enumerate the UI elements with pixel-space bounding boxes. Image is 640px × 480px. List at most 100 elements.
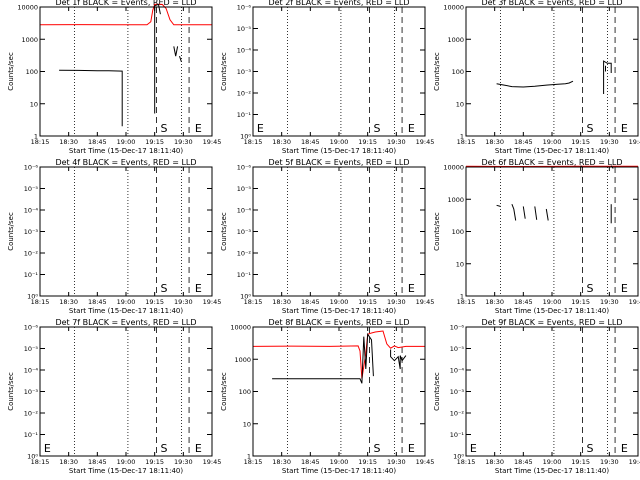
panel-title: Det 4f BLACK = Events, RED = LLD (55, 158, 196, 167)
y-tick-label: 10⁻⁶ (450, 324, 465, 332)
x-tick-label: 18:30 (485, 298, 504, 306)
events-series-line (179, 55, 182, 62)
x-tick-label: 19:30 (600, 138, 619, 146)
x-axis-label: Start Time (15-Dec-17 18:11:40) (69, 147, 183, 155)
x-tick-label: 18:45 (301, 298, 320, 306)
x-tick-label: 18:45 (301, 138, 320, 146)
y-tick-label: 100 (26, 68, 38, 76)
lld-series-line (252, 330, 425, 379)
end-marker: E (44, 442, 51, 455)
y-tick-label: 10⁰ (27, 453, 38, 461)
start-marker: S (373, 122, 380, 135)
y-tick-label: 10⁰ (27, 293, 38, 301)
y-tick-label: 1000 (234, 356, 251, 364)
x-axis-label: Start Time (15-Dec-17 18:11:40) (282, 467, 396, 475)
panel-title: Det 5f BLACK = Events, RED = LLD (268, 158, 409, 167)
y-tick-label: 10⁻⁵ (24, 185, 39, 193)
detector-panel-5: Det 5f BLACK = Events, RED = LLD 18:15 18:… (220, 158, 434, 315)
x-axis-label: Start Time (15-Dec-17 18:11:40) (495, 467, 609, 475)
y-tick-label: 10⁻² (450, 410, 465, 418)
x-tick-label: 19:00 (117, 138, 136, 146)
events-series-line (154, 3, 161, 114)
y-tick-label: 10000 (17, 4, 38, 12)
y-tick-label: 10⁻⁴ (450, 367, 465, 375)
x-tick-label: 19:00 (543, 298, 562, 306)
y-tick-label: 1000 (447, 196, 464, 204)
events-series-line (272, 332, 374, 384)
y-tick-label: 10⁻⁵ (237, 185, 252, 193)
x-tick-label: 18:30 (59, 138, 78, 146)
x-tick-label: 19:45 (629, 298, 640, 306)
detector-panel-2: Det 2f BLACK = Events, RED = LLD 18:15 18:… (220, 0, 434, 155)
x-tick-label: 19:45 (416, 138, 435, 146)
y-axis-label: Counts/sec (433, 52, 441, 91)
x-tick-label: 19:45 (416, 458, 435, 466)
x-tick-label: 18:30 (59, 298, 78, 306)
x-tick-label: 19:15 (571, 298, 590, 306)
y-axis-label: Counts/sec (220, 372, 228, 411)
y-tick-label: 1 (460, 293, 464, 301)
x-axis-label: Start Time (15-Dec-17 18:11:40) (69, 467, 183, 475)
panel-title: Det 6f BLACK = Events, RED = LLD (481, 158, 622, 167)
x-tick-label: 18:30 (59, 458, 78, 466)
start-marker: S (373, 282, 380, 295)
panel-title: Det 1f BLACK = Events, RED = LLD (55, 0, 196, 7)
y-tick-label: 10⁻⁵ (450, 345, 465, 353)
y-tick-label: 10⁻⁴ (237, 207, 252, 215)
events-series-line (496, 204, 501, 207)
x-tick-label: 19:15 (571, 138, 590, 146)
end-marker: E (195, 282, 202, 295)
end-marker: E (195, 442, 202, 455)
x-tick-label: 19:30 (387, 298, 406, 306)
x-tick-label: 19:00 (117, 458, 136, 466)
y-tick-label: 10⁰ (240, 133, 251, 141)
y-tick-label: 10⁻³ (24, 228, 39, 236)
events-series-line (522, 206, 526, 219)
y-tick-label: 10⁻⁶ (24, 164, 39, 172)
x-axis-label: Start Time (15-Dec-17 18:11:40) (282, 147, 396, 155)
end-marker: E (408, 282, 415, 295)
detector-panel-6: Det 6f BLACK = Events, RED = LLD 18:15 18:… (433, 158, 640, 315)
x-tick-label: 19:15 (571, 458, 590, 466)
y-tick-label: 1 (460, 133, 464, 141)
events-series-line (534, 206, 538, 220)
y-tick-label: 10⁻³ (237, 68, 252, 76)
end-marker: E (195, 122, 202, 135)
x-tick-label: 19:30 (387, 138, 406, 146)
start-marker: S (160, 282, 167, 295)
y-tick-label: 10⁻¹ (237, 111, 252, 119)
y-axis-label: Counts/sec (433, 372, 441, 411)
x-tick-label: 18:45 (88, 298, 107, 306)
x-tick-label: 19:30 (174, 458, 193, 466)
start-marker: S (586, 442, 593, 455)
y-tick-label: 1 (34, 133, 38, 141)
x-axis-label: Start Time (15-Dec-17 18:11:40) (495, 147, 609, 155)
x-tick-label: 18:15 (244, 298, 263, 306)
x-tick-label: 19:30 (387, 458, 406, 466)
x-tick-label: 19:15 (145, 138, 164, 146)
y-axis-label: Counts/sec (7, 212, 15, 251)
events-series-line (511, 204, 517, 221)
detector-panel-4: Det 4f BLACK = Events, RED = LLD 18:15 18:… (7, 158, 221, 315)
x-tick-label: 18:30 (485, 458, 504, 466)
y-axis-label: Counts/sec (7, 372, 15, 411)
end-marker: E (408, 122, 415, 135)
detector-panel-7: Det 7f BLACK = Events, RED = LLD 18:15 18:… (7, 318, 221, 475)
y-tick-label: 10⁻² (237, 250, 252, 258)
x-tick-label: 18:15 (457, 458, 476, 466)
detector-panel-3: Det 3f BLACK = Events, RED = LLD 18:15 18:… (433, 0, 640, 155)
x-tick-label: 18:30 (272, 298, 291, 306)
events-series-line (173, 46, 179, 57)
end-marker: E (408, 442, 415, 455)
y-tick-label: 10⁻⁶ (237, 164, 252, 172)
y-tick-label: 10 (456, 100, 464, 108)
x-tick-label: 19:30 (174, 138, 193, 146)
x-tick-label: 19:00 (330, 298, 349, 306)
y-tick-label: 10⁻⁵ (24, 345, 39, 353)
x-tick-label: 19:15 (358, 458, 377, 466)
y-tick-label: 10⁰ (453, 453, 464, 461)
x-tick-label: 19:00 (330, 138, 349, 146)
x-tick-label: 18:15 (31, 138, 50, 146)
x-tick-label: 18:30 (485, 138, 504, 146)
x-axis-label: Start Time (15-Dec-17 18:11:40) (69, 307, 183, 315)
